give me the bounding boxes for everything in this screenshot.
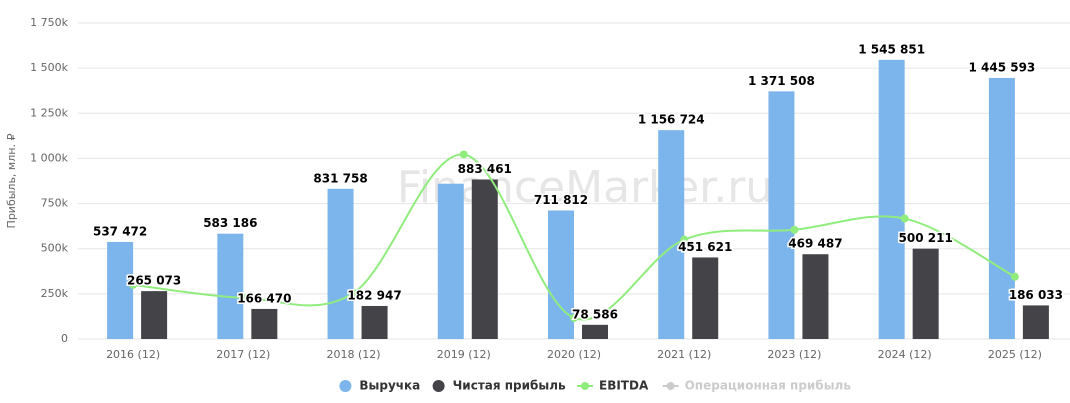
legend-symbol xyxy=(581,382,589,390)
y-tick-label: 750k xyxy=(41,197,69,210)
legend-item[interactable]: Операционная прибыль xyxy=(685,379,852,393)
line-marker xyxy=(570,313,578,322)
bar xyxy=(768,91,795,339)
legend-item[interactable]: Выручка xyxy=(359,379,420,393)
bar xyxy=(1022,305,1049,339)
y-tick-label: 1 500k xyxy=(30,61,68,74)
line-marker xyxy=(680,235,689,244)
x-tick-label: 2019 (12) xyxy=(437,348,491,361)
legend-item[interactable]: EBITDA xyxy=(599,379,649,393)
x-tick-label: 2024 (12) xyxy=(878,348,932,361)
bar xyxy=(582,324,608,339)
x-tick-label: 2018 (12) xyxy=(327,348,381,361)
line-marker xyxy=(790,225,799,234)
line xyxy=(132,153,1016,321)
line-marker xyxy=(1010,272,1019,281)
data-label: 537 472 xyxy=(93,224,147,238)
y-tick-label: 500k xyxy=(41,242,69,255)
bar xyxy=(692,257,719,339)
legend-symbol xyxy=(666,382,675,390)
y-tick-label: 1 250k xyxy=(30,106,68,119)
y-tick-label: 250k xyxy=(41,287,69,300)
x-tick-label: 2016 (12) xyxy=(106,348,160,361)
data-label: 265 073 xyxy=(127,274,181,288)
data-label: 1 445 593 xyxy=(968,60,1035,74)
data-label: 78 586 xyxy=(572,307,618,321)
data-label: 883 461 xyxy=(458,162,512,176)
y-tick-label: 0 xyxy=(61,332,68,345)
legend-symbol xyxy=(432,380,445,392)
x-tick-label: 2021 (12) xyxy=(657,348,711,361)
bar xyxy=(912,248,939,339)
bar xyxy=(437,183,464,339)
bar xyxy=(802,254,829,339)
bar xyxy=(658,130,685,339)
data-label: 166 470 xyxy=(237,291,291,305)
data-label: 182 947 xyxy=(347,288,401,302)
line-marker xyxy=(900,214,909,223)
bar xyxy=(251,308,278,339)
bar xyxy=(548,210,574,339)
x-tick-label: 2017 (12) xyxy=(216,348,270,361)
line-marker xyxy=(129,280,138,289)
line-marker xyxy=(239,293,248,302)
bar xyxy=(107,241,134,339)
bar xyxy=(361,305,388,339)
data-label: 186 033 xyxy=(1009,288,1063,302)
data-label: 469 487 xyxy=(788,237,842,251)
data-label: 1 545 851 xyxy=(858,42,925,56)
bar xyxy=(141,291,168,339)
x-tick-label: 2025 (12) xyxy=(988,348,1042,361)
data-label: 831 758 xyxy=(313,171,367,185)
data-label: 1 371 508 xyxy=(748,74,815,88)
bar xyxy=(878,59,905,340)
y-tick-label: 1 000k xyxy=(30,151,68,164)
x-tick-label: 2020 (12) xyxy=(547,348,601,361)
y-tick-label: 1 750k xyxy=(30,16,68,29)
x-tick-label: 2023 (12) xyxy=(767,348,821,361)
bar xyxy=(217,233,244,339)
line-marker xyxy=(459,150,468,159)
y-axis-title: Прибыль, млн. ₽ xyxy=(5,134,18,229)
legend-item[interactable]: Чистая прибыль xyxy=(453,379,566,393)
data-label: 500 211 xyxy=(899,231,953,245)
data-label: 1 156 724 xyxy=(638,113,705,127)
data-label: 583 186 xyxy=(203,216,257,230)
bar xyxy=(988,77,1015,339)
data-label: 451 621 xyxy=(678,240,732,254)
legend-symbol xyxy=(339,380,352,392)
line-marker xyxy=(349,288,358,297)
data-label: 711 812 xyxy=(534,193,588,207)
bar xyxy=(471,179,498,339)
bar xyxy=(327,188,354,339)
